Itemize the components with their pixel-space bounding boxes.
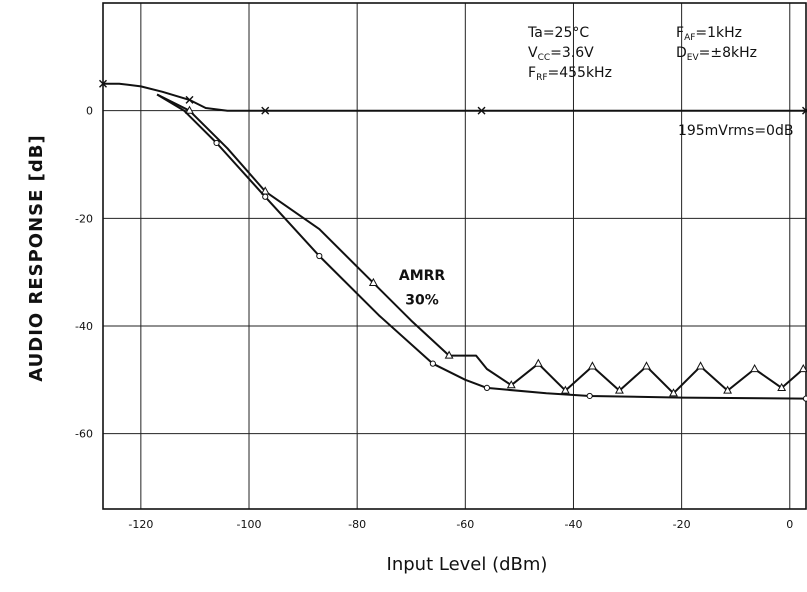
data-point-circle-marker [262,193,269,200]
series-triangle [156,93,807,397]
x-tick-label: -80 [348,518,366,531]
condition-faf: FAF=1kHz [676,25,742,43]
y-tick-label: 0 [86,105,93,118]
data-point-x-marker [477,106,486,115]
data-point-x-marker [99,79,107,88]
y-tick-labels: 0 -20 -40 -60 [75,105,93,441]
data-point-circle-marker [213,139,220,147]
data-point-triangle-marker [642,361,651,370]
data-point-triangle-marker [533,358,543,367]
x-axis-label: Input Level (dBm) [387,554,548,575]
condition-dev: DEV=±8kHz [676,45,757,63]
y-tick-label: -60 [75,428,93,441]
data-point-triangle-marker [185,105,194,114]
plot-frame [102,2,807,510]
y-tick-label: -20 [75,212,93,225]
x-tick-label: -120 [128,518,153,531]
data-point-circle-marker [483,384,491,391]
series-x [99,79,807,115]
y-axis-label: AUDIO RESPONSE [dB] [26,134,47,381]
data-point-triangle-marker [696,361,705,370]
data-point-circle-marker [586,392,593,400]
x-tick-label: -40 [564,518,582,531]
data-point-triangle-marker [750,363,760,373]
grid-lines [103,3,806,509]
data-point-triangle-marker [506,380,516,389]
data-point-triangle-marker [368,277,378,287]
condition-ta: Ta=25°C [527,25,589,41]
data-point-triangle-marker [669,388,678,397]
x-tick-label: -60 [456,518,474,531]
x-tick-label: -20 [673,518,691,531]
y-tick-label: -40 [75,320,93,333]
data-point-triangle-marker [444,350,454,359]
data-point-triangle-marker [587,361,597,370]
amrr-annotation: AMRR [399,268,446,284]
conditions-block: Ta=25°C VCC=3.6V FRF=455kHz FAF=1kHz DEV… [527,25,757,83]
series-line [156,93,807,400]
x-tick-label: -100 [237,518,262,531]
series-line [156,93,804,395]
amrr-percent-annotation: 30% [405,292,439,308]
data-point-circle-marker [802,395,807,402]
data-point-triangle-marker [777,382,787,391]
data-point-x-marker [261,106,270,115]
data-point-circle-marker [316,252,323,260]
series-line [103,82,806,112]
data-point-triangle-marker [798,363,807,373]
data-point-triangle-marker [723,385,733,394]
series-circle [156,93,807,402]
data-point-triangle-marker [614,385,624,394]
data-point-circle-marker [429,360,436,367]
data-point-x-marker [802,106,807,115]
x-tick-label: 0 [786,518,793,531]
data-point-triangle-marker [560,385,570,394]
x-tick-labels: -120 -100 -80 -60 -40 -20 0 [128,518,793,531]
condition-frf: FRF=455kHz [528,65,612,83]
reference-level-annotation: 195mVrms=0dB [678,123,794,139]
condition-vcc: VCC=3.6V [528,45,594,63]
series-group [99,79,807,402]
data-point-x-marker [185,95,194,104]
